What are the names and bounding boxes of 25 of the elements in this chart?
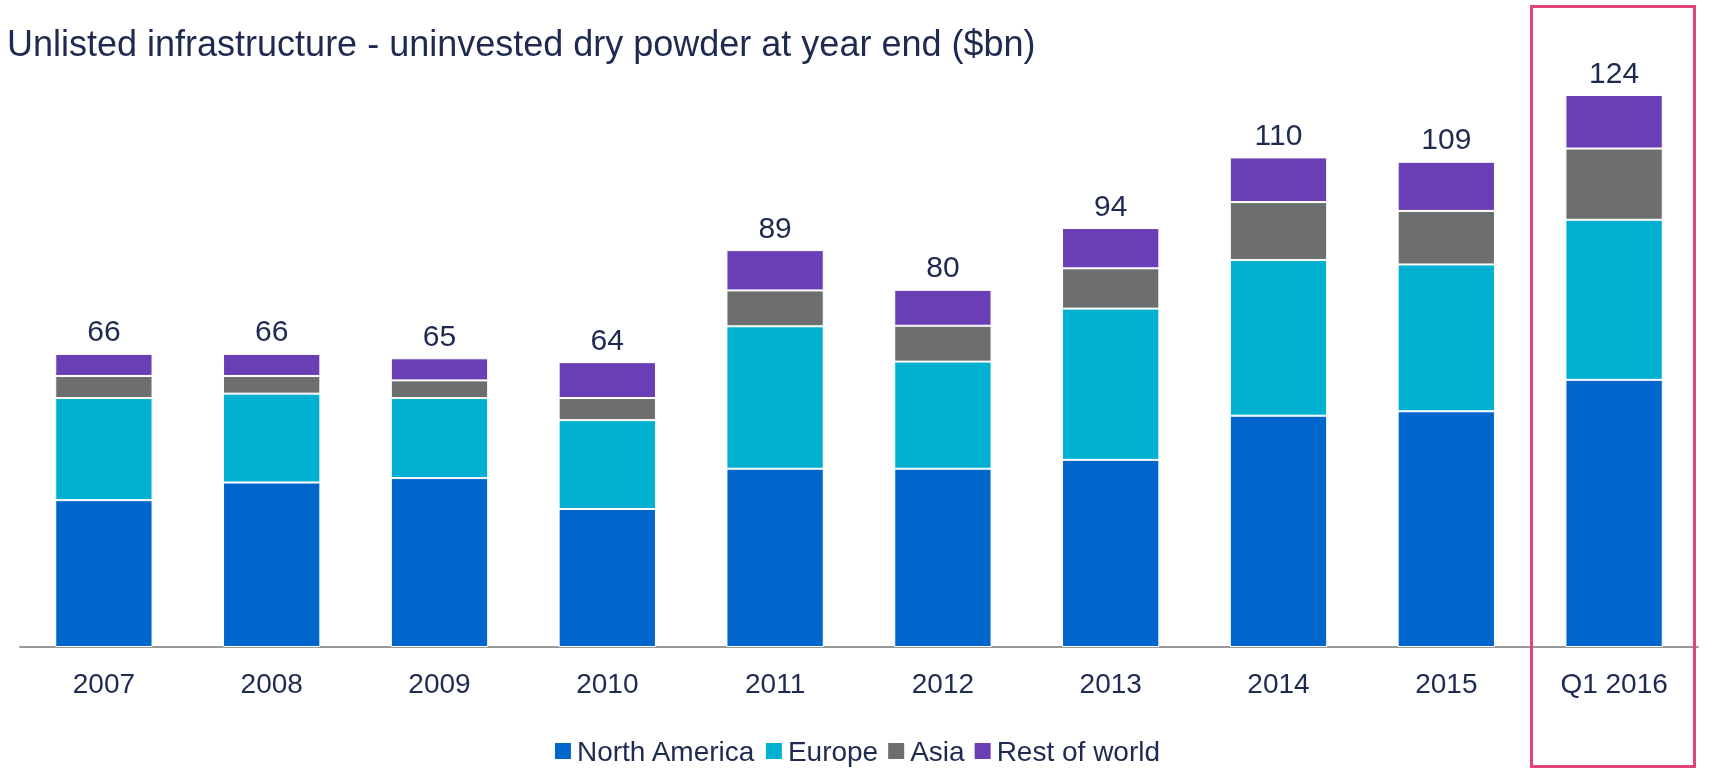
x-tick-label: 2011 bbox=[744, 667, 806, 699]
annotation: 65 bbox=[422, 318, 457, 352]
annotation: 124 bbox=[1589, 55, 1640, 89]
x-tick-label: 2010 bbox=[576, 667, 639, 699]
annotation: 109 bbox=[1421, 122, 1472, 156]
x-tick-label: 2015 bbox=[1415, 667, 1478, 699]
legend-label: Rest of world bbox=[996, 735, 1161, 767]
x-tick-label: 2012 bbox=[911, 667, 975, 699]
x-tick-label: 2009 bbox=[408, 667, 471, 699]
annotation: 110 bbox=[1254, 117, 1303, 151]
annotation: 80 bbox=[926, 250, 960, 284]
annotation: 89 bbox=[758, 210, 792, 244]
annotation: 66 bbox=[87, 314, 121, 348]
annotation: 64 bbox=[590, 322, 624, 356]
legend-label: Asia bbox=[910, 735, 966, 767]
x-tick-label: Q1 2016 bbox=[1560, 667, 1668, 699]
x-tick-label: 2008 bbox=[240, 667, 303, 699]
x-tick-label: 2013 bbox=[1079, 667, 1142, 699]
annotation: 66 bbox=[255, 314, 289, 348]
legend-label: Europe bbox=[787, 735, 879, 767]
chart-title: Unlisted infrastructure - uninvested dry powder at year end ($bn) bbox=[7, 22, 1036, 64]
x-tick-label: 2014 bbox=[1247, 667, 1310, 699]
annotation: 94 bbox=[1094, 188, 1128, 222]
legend-label: North America bbox=[576, 735, 755, 767]
x-tick-label: 2007 bbox=[72, 667, 136, 699]
